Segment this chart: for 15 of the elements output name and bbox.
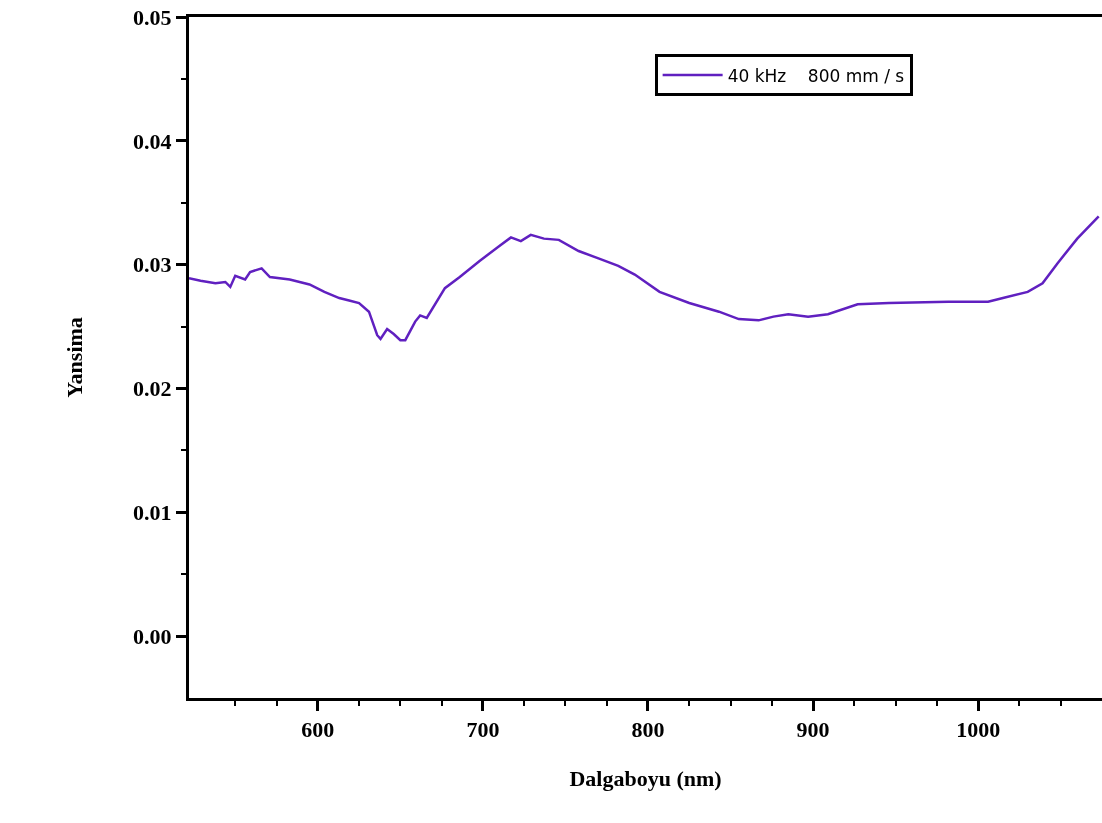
y-tick-label: 0.04 [133,128,172,154]
y-tick-label: 0.02 [133,376,172,402]
y-tick-label: 0.01 [133,499,172,525]
y-tick-label: 0.03 [133,252,172,278]
x-tick-label: 1000 [956,717,1001,743]
x-tick-label: 600 [301,717,335,743]
x-tick-label: 800 [631,717,665,743]
legend-label: 40 kHz 800 mm / s [727,65,905,86]
x-tick-label: 700 [466,717,500,743]
y-tick-label: 0.05 [133,4,172,30]
x-tick-label: 900 [796,717,830,743]
x-axis-title: Dalgaboyu (nm) [569,766,722,792]
y-tick-label: 0.00 [133,623,172,649]
y-axis-title: Yansima [61,317,87,398]
line-series [189,215,1100,342]
